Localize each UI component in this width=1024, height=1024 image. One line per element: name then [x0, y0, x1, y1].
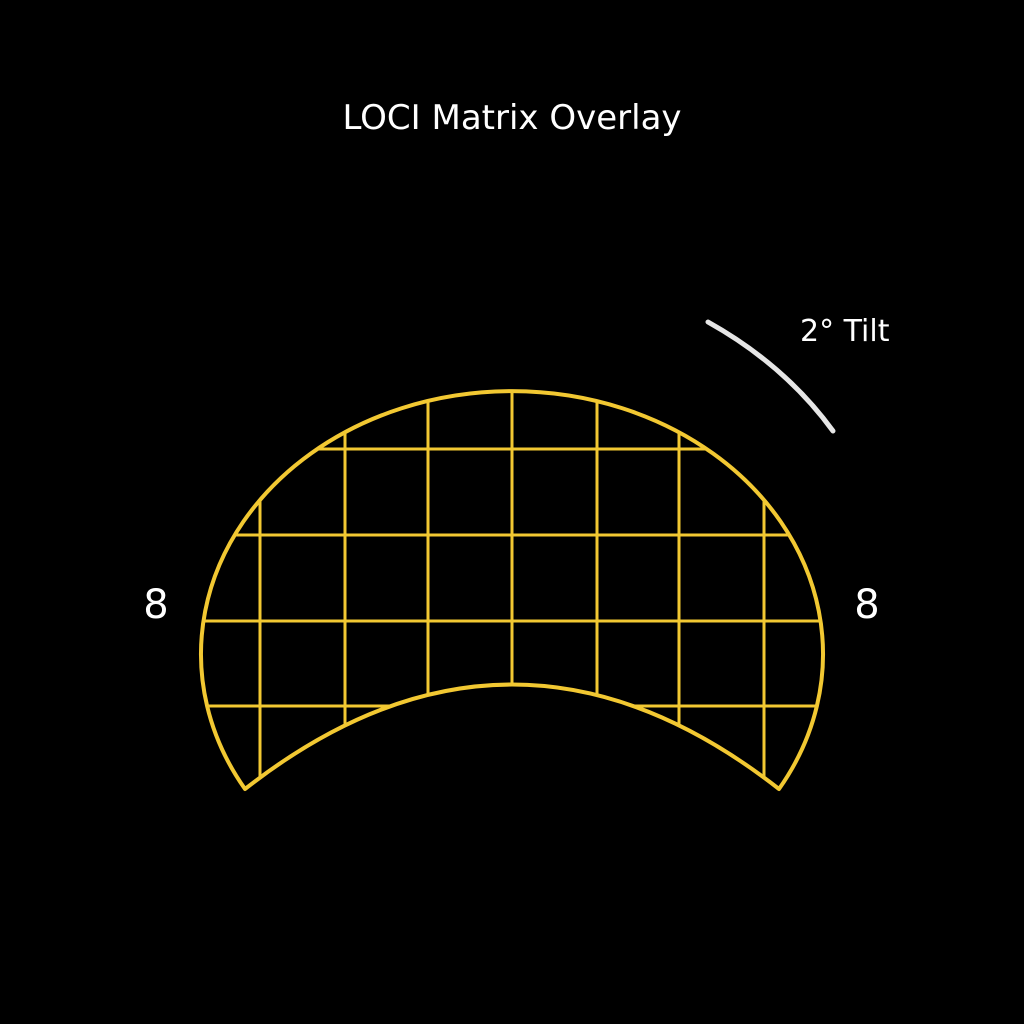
grid-lines	[200, 391, 823, 789]
tilt-label: 2° Tilt	[800, 314, 890, 349]
left-edge-label: 8	[143, 582, 169, 628]
right-edge-label: 8	[854, 582, 880, 628]
matrix-outline	[199, 389, 825, 791]
tilt-indicator-arc	[705, 319, 836, 434]
diagram-title: LOCI Matrix Overlay	[342, 98, 682, 138]
